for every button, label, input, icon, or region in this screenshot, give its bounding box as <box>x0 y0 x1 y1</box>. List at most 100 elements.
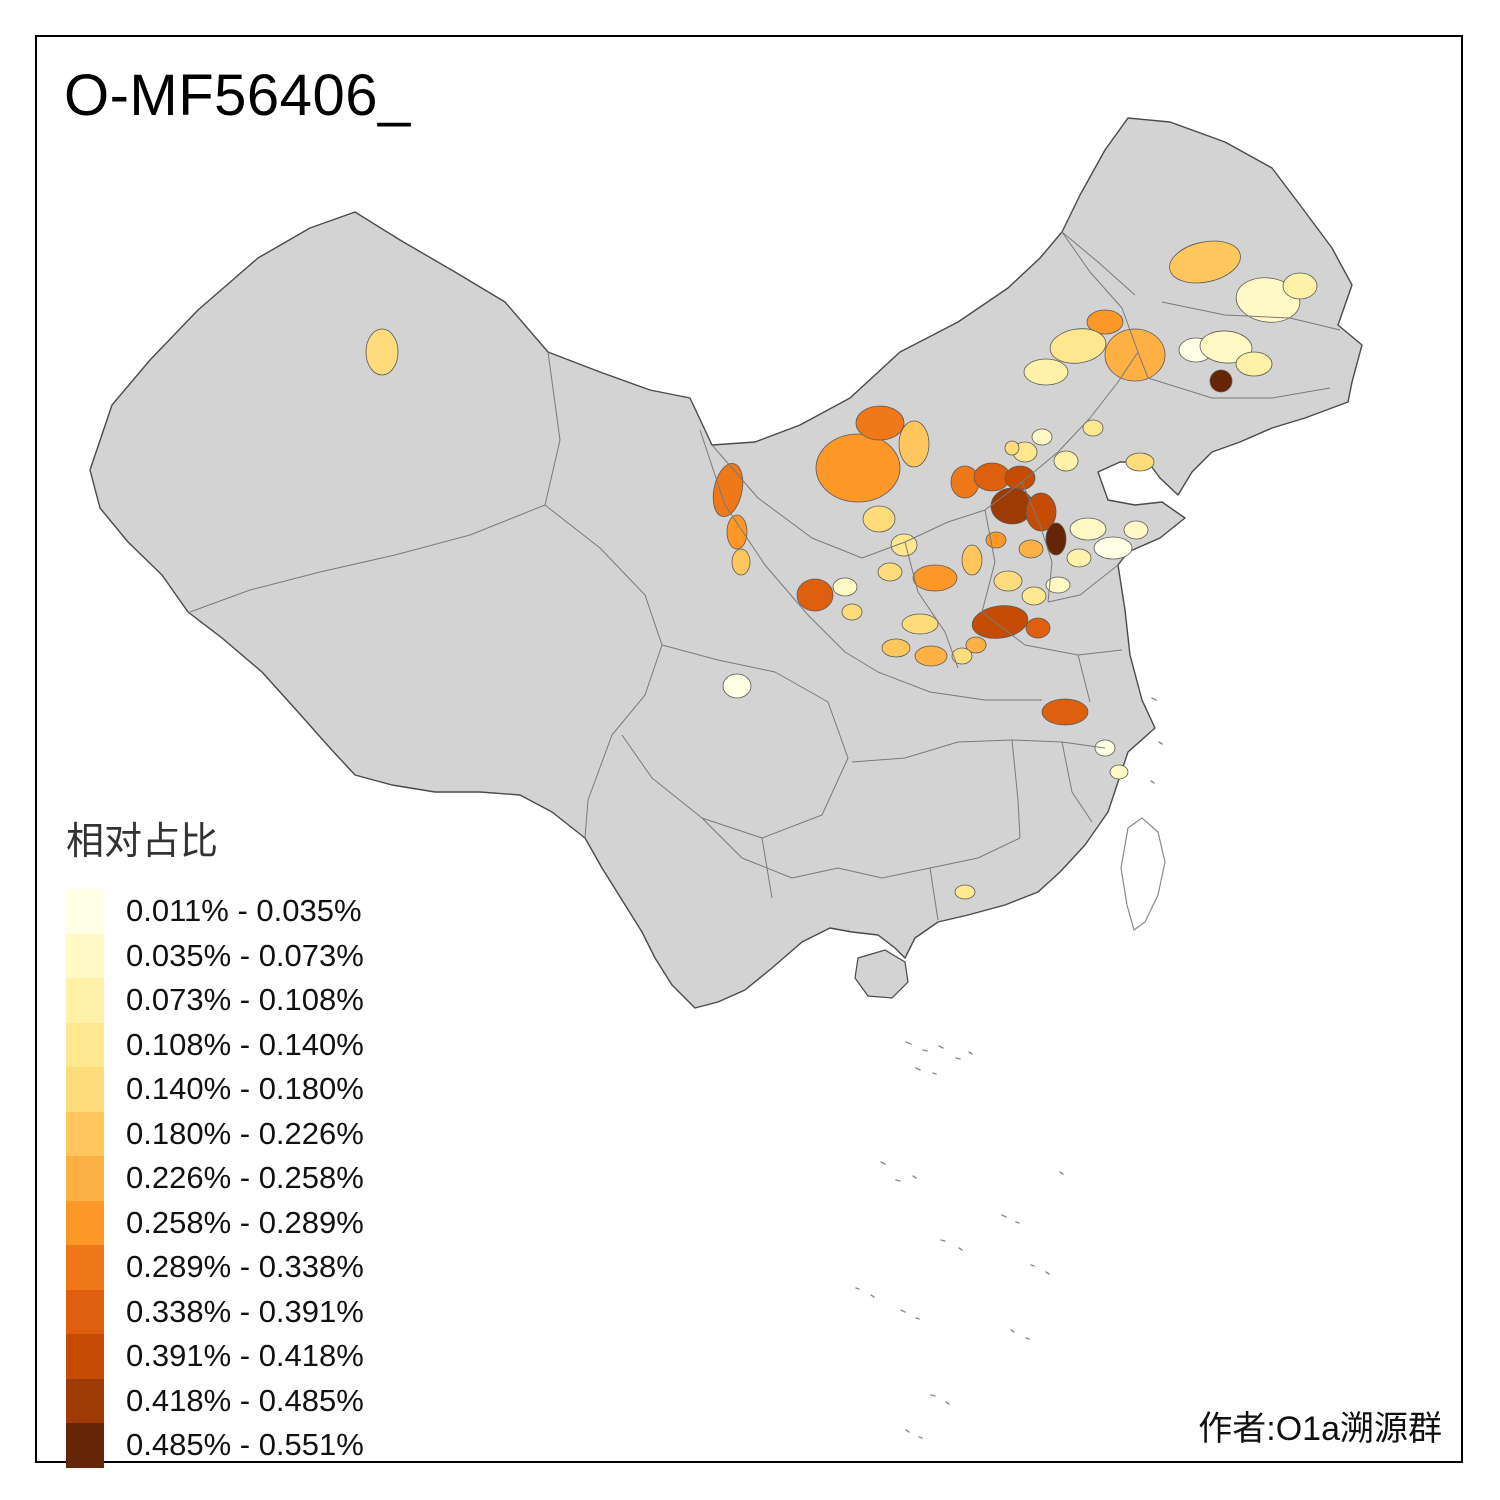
prefecture-region <box>1045 522 1067 556</box>
taiwan-island <box>1120 817 1166 931</box>
legend-title: 相对占比 <box>66 821 219 863</box>
legend-label: 0.485% - 0.551% <box>126 1427 364 1463</box>
legend-row: 0.108% - 0.140% <box>66 1022 364 1067</box>
legend-row: 0.391% - 0.418% <box>66 1334 364 1379</box>
prefecture-region <box>898 420 930 468</box>
legend-label: 0.226% - 0.258% <box>126 1160 364 1196</box>
legend-label: 0.011% - 0.035% <box>126 893 362 929</box>
legend-label: 0.391% - 0.418% <box>126 1338 364 1374</box>
prefecture-region <box>961 544 983 576</box>
legend-swatch <box>66 1378 104 1423</box>
prefecture-region <box>1018 539 1044 559</box>
prefecture-region <box>1021 586 1047 606</box>
legend-row: 0.338% - 0.391% <box>66 1289 364 1334</box>
legend-swatch <box>66 933 104 978</box>
prefecture-region <box>1199 330 1253 364</box>
legend-swatch <box>66 1022 104 1067</box>
prefecture-region <box>1069 517 1107 541</box>
prefecture-region <box>973 462 1011 492</box>
prefecture-region <box>1125 452 1155 472</box>
prefecture-region <box>881 638 911 658</box>
prefecture-region <box>1004 465 1036 491</box>
prefecture-region <box>1169 240 1241 284</box>
legend-swatch <box>66 1289 104 1334</box>
legend-row: 0.289% - 0.338% <box>66 1245 364 1290</box>
prefecture-region <box>1045 576 1071 594</box>
prefecture-region <box>971 605 1029 639</box>
legend-row: 0.011% - 0.035% <box>66 889 364 934</box>
south-china-sea-islands <box>855 697 1163 1439</box>
prefecture-region <box>365 328 399 376</box>
prefecture-region <box>1282 272 1318 300</box>
prefecture-region <box>796 578 834 612</box>
prefecture-region <box>993 570 1023 592</box>
legend-row: 0.140% - 0.180% <box>66 1067 364 1112</box>
legend-label: 0.418% - 0.485% <box>126 1382 364 1418</box>
legend-label: 0.073% - 0.108% <box>126 982 364 1018</box>
legend-label: 0.108% - 0.140% <box>126 1026 364 1062</box>
prefecture-region <box>1023 358 1069 386</box>
legend-swatch <box>66 1245 104 1290</box>
prefecture-region <box>731 548 751 576</box>
prefecture-region <box>1093 536 1133 560</box>
prefecture-region <box>1004 440 1020 456</box>
legend-swatch <box>66 978 104 1023</box>
legend-label: 0.035% - 0.073% <box>126 937 364 973</box>
prefecture-region <box>1209 369 1233 393</box>
prefecture-region <box>832 577 858 597</box>
prefecture-region <box>877 562 903 582</box>
legend-swatch <box>66 1111 104 1156</box>
prefecture-region <box>1031 428 1053 446</box>
hainan-island <box>854 949 909 999</box>
province-borders <box>189 231 1341 921</box>
prefecture-region <box>1082 419 1104 437</box>
legend-label: 0.289% - 0.338% <box>126 1249 364 1285</box>
legend-row: 0.073% - 0.108% <box>66 978 364 1023</box>
legend-row: 0.226% - 0.258% <box>66 1156 364 1201</box>
prefecture-region <box>1109 764 1129 780</box>
legend-label: 0.180% - 0.226% <box>126 1115 364 1151</box>
legend-swatch <box>66 889 104 934</box>
prefecture-region <box>912 564 958 592</box>
legend-label: 0.258% - 0.289% <box>126 1204 364 1240</box>
prefecture-region <box>1104 328 1166 382</box>
prefecture-region <box>815 433 901 503</box>
legend-swatch <box>66 1156 104 1201</box>
prefecture-region <box>1049 328 1107 364</box>
legend-row: 0.035% - 0.073% <box>66 933 364 978</box>
prefecture-region <box>1053 450 1079 472</box>
prefecture-region <box>901 613 939 635</box>
prefecture-region <box>1066 548 1092 568</box>
legend-swatch <box>66 1334 104 1379</box>
prefecture-region <box>1086 309 1124 335</box>
legend: 相对占比 0.011% - 0.035% 0.035% - 0.073% 0.073… <box>66 810 364 1468</box>
legend-swatch <box>66 1423 104 1468</box>
prefecture-region <box>722 673 752 699</box>
colored-prefectures <box>365 240 1318 900</box>
prefecture-region <box>1235 351 1273 377</box>
legend-row: 0.180% - 0.226% <box>66 1111 364 1156</box>
legend-swatch <box>66 1200 104 1245</box>
prefecture-region <box>965 636 987 654</box>
plot-title: O-MF56406_ <box>64 63 411 128</box>
prefecture-region <box>1041 698 1089 726</box>
legend-items: 0.011% - 0.035% 0.035% - 0.073% 0.073% - 0… <box>66 889 364 1468</box>
prefecture-region <box>951 647 973 665</box>
attribution: 作者:O1a溯源群 <box>1198 1410 1442 1448</box>
legend-row: 0.485% - 0.551% <box>66 1423 364 1468</box>
prefecture-region <box>726 514 748 550</box>
prefecture-region <box>890 533 918 557</box>
legend-label: 0.338% - 0.391% <box>126 1293 364 1329</box>
prefecture-region <box>862 505 896 533</box>
prefecture-region <box>712 463 744 517</box>
legend-label: 0.140% - 0.180% <box>126 1071 364 1107</box>
legend-swatch <box>66 1067 104 1112</box>
legend-row: 0.418% - 0.485% <box>66 1378 364 1423</box>
prefecture-region <box>1025 617 1051 639</box>
prefecture-region <box>841 603 863 621</box>
prefecture-region <box>1025 492 1057 532</box>
china-mainland-outline <box>89 117 1363 1009</box>
prefecture-region <box>954 884 976 900</box>
prefecture-region <box>985 531 1007 549</box>
